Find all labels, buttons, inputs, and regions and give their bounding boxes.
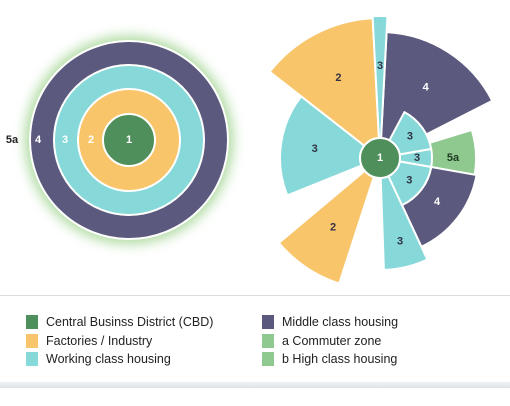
legend-swatch-commuter	[262, 334, 274, 348]
sector-label-3-strip: 3	[377, 60, 383, 72]
ring-label-3: 3	[62, 134, 68, 146]
center-label-1: 1	[377, 152, 383, 164]
legend-swatch-middle-class	[262, 315, 274, 329]
sector-label-3-west: 3	[312, 143, 318, 155]
legend-label-commuter: a Commuter zone	[282, 334, 382, 348]
sector-label-2-southwest: 2	[330, 222, 336, 234]
legend-label-high-class: b High class housing	[282, 352, 398, 366]
legend-swatch-factories	[26, 334, 38, 348]
sector-label-3-east: 3	[414, 152, 420, 164]
legend: Central Businss District (CBD) Factories…	[0, 295, 510, 406]
legend-label-cbd: Central Businss District (CBD)	[46, 315, 214, 329]
sector-label-4-north: 4	[423, 82, 430, 94]
sector-label-3-south: 3	[397, 236, 403, 248]
sector-label-3-ne: 3	[407, 130, 413, 142]
sector-label-2-north: 2	[335, 72, 341, 84]
sector-label-4-south: 4	[434, 196, 441, 208]
ring-label-4: 4	[35, 134, 42, 146]
legend-item-commuter: a Commuter zone	[262, 333, 381, 349]
ring-label-1: 1	[126, 134, 132, 146]
legend-item-cbd: Central Businss District (CBD)	[26, 314, 213, 330]
ring-label-2: 2	[88, 134, 94, 146]
legend-item-working-class: Working class housing	[26, 351, 171, 367]
legend-item-factories: Factories / Industry	[26, 333, 152, 349]
sector-label-3-se: 3	[406, 175, 412, 187]
concentric-zone-model: 4 3 2 1 5a	[6, 36, 233, 244]
legend-label-middle-class: Middle class housing	[282, 315, 399, 329]
legend-label-working-class: Working class housing	[46, 352, 171, 366]
legend-item-high-class: b High class housing	[262, 351, 397, 367]
sector-label-5a: 5a	[447, 152, 460, 164]
legend-swatch-working-class	[26, 352, 38, 366]
legend-item-middle-class: Middle class housing	[262, 314, 398, 330]
legend-swatch-high-class	[262, 352, 274, 366]
legend-label-factories: Factories / Industry	[46, 334, 153, 348]
legend-swatch-cbd	[26, 315, 38, 329]
outer-label-5a: 5a	[6, 134, 19, 146]
ring-cbd	[102, 113, 156, 167]
center-cbd	[359, 137, 401, 179]
